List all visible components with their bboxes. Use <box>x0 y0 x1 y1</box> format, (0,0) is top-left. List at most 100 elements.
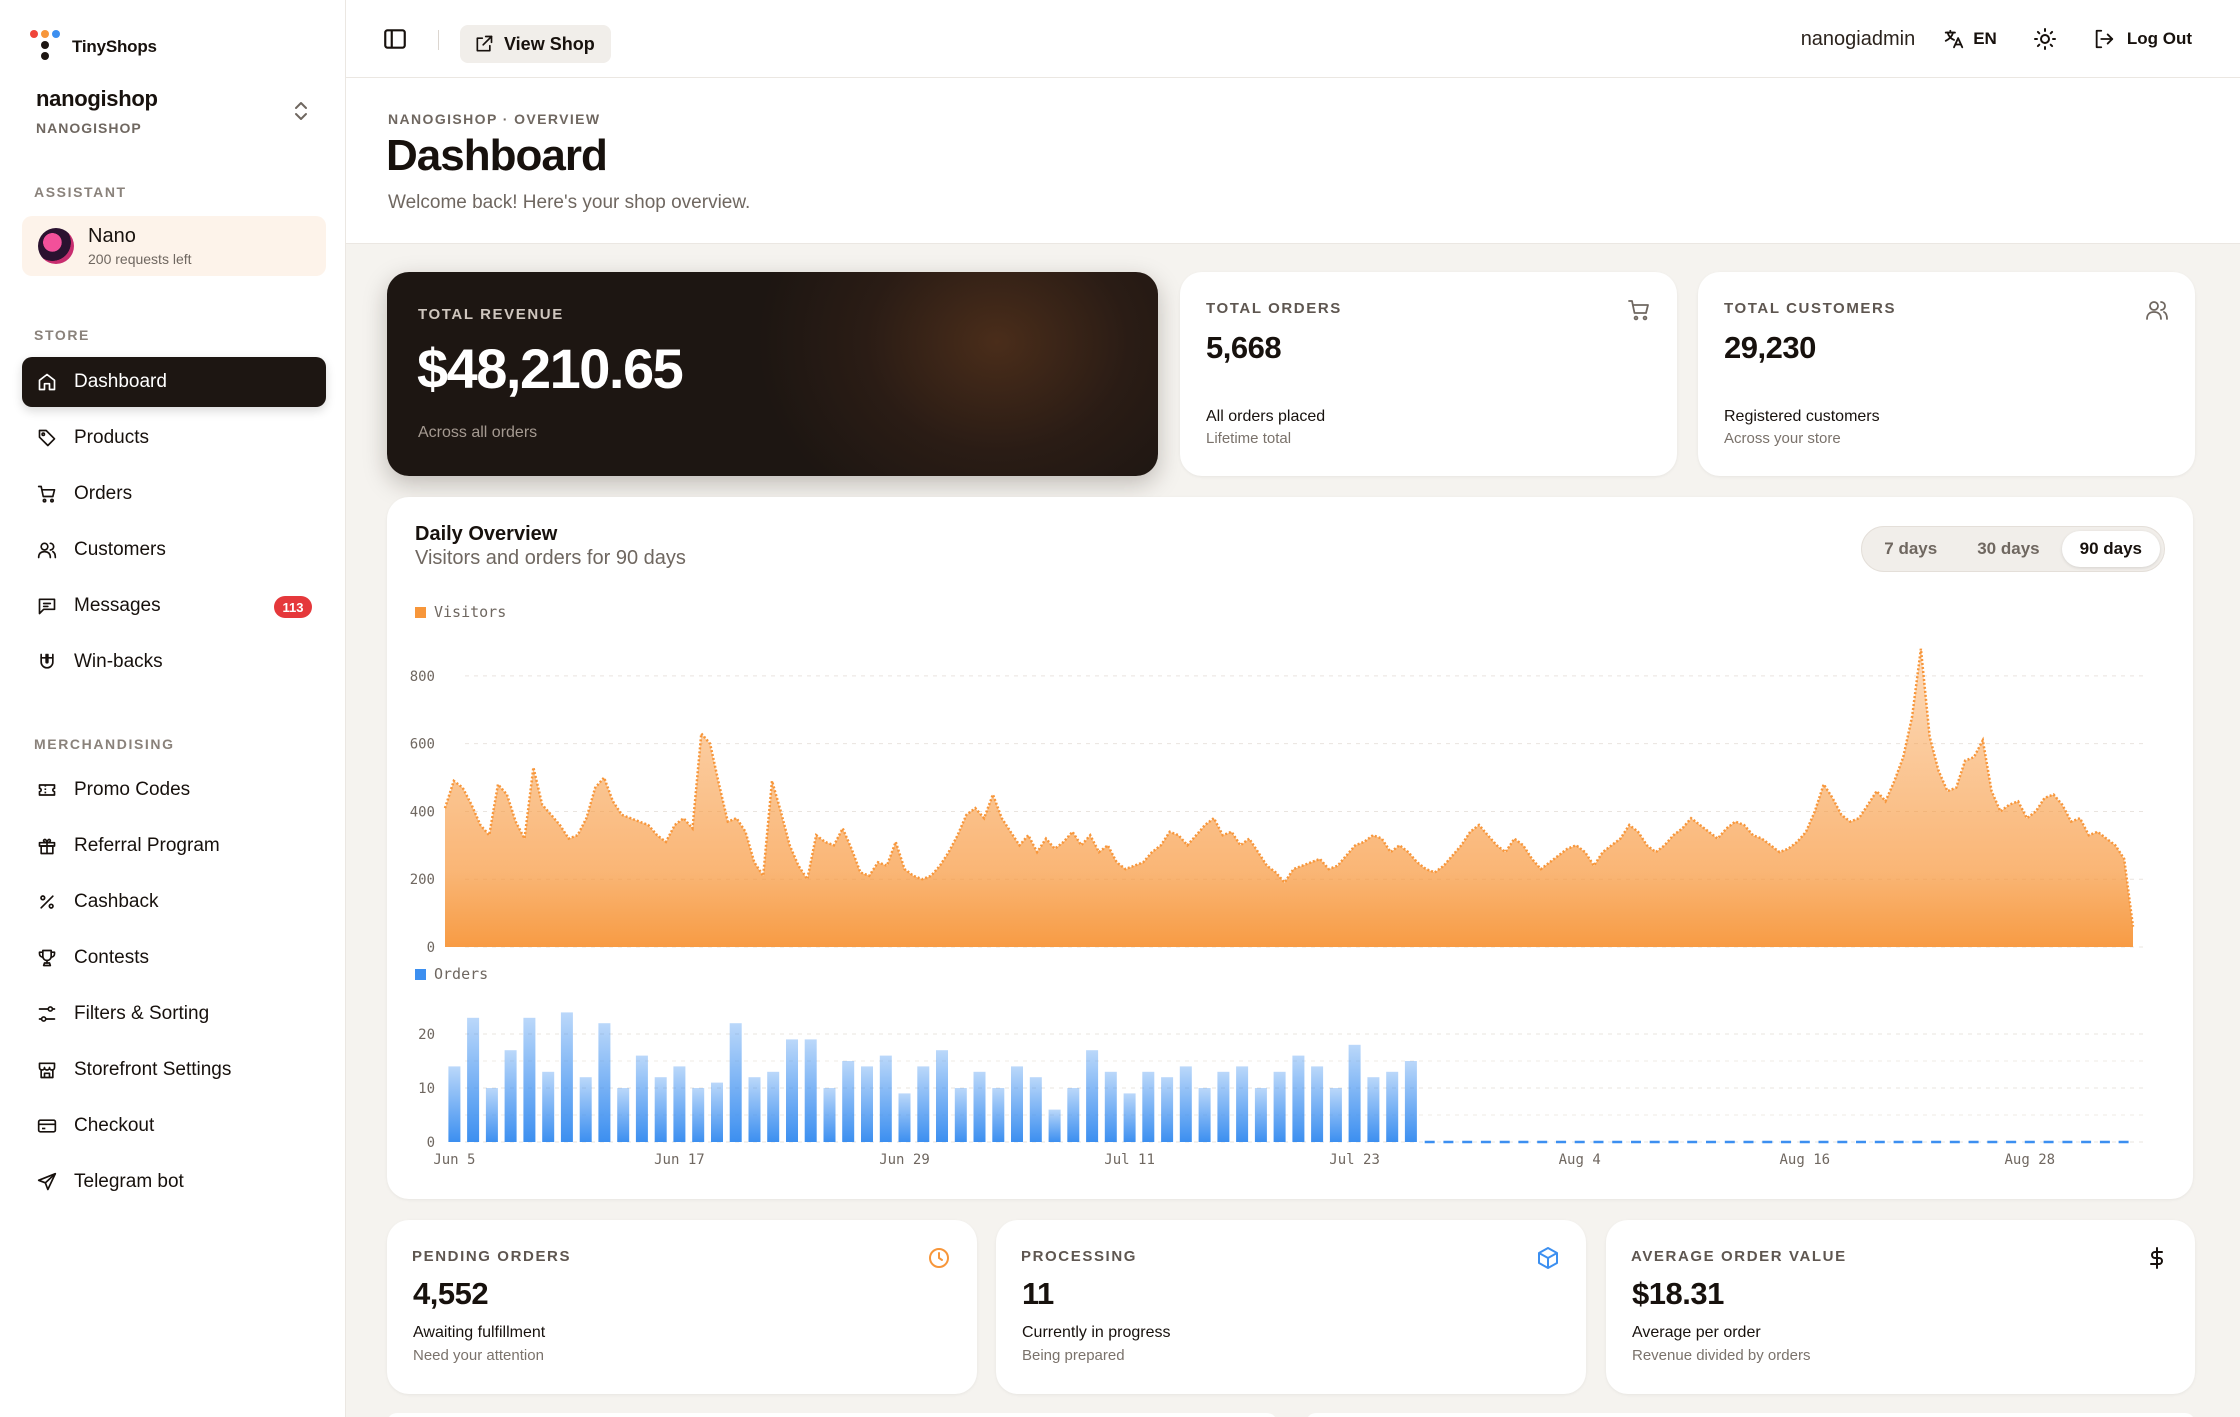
page-title: Dashboard <box>386 131 608 180</box>
visitors-legend-label: Visitors <box>434 603 506 621</box>
sidebar-item-customers[interactable]: Customers <box>22 525 326 575</box>
orders-bar <box>692 1088 705 1142</box>
visitors-y-tick: 800 <box>410 669 435 685</box>
orders-bar <box>861 1066 873 1142</box>
range-selector: 7 days 30 days 90 days <box>1861 526 2165 572</box>
shop-switcher[interactable]: nanogishop NANOGISHOP <box>36 86 312 138</box>
chart-subtitle: Visitors and orders for 90 days <box>415 547 686 569</box>
sidebar-item-cashback[interactable]: Cashback <box>22 877 326 927</box>
sidebar-item-label: Customers <box>74 539 166 560</box>
orders-bar <box>1292 1055 1305 1142</box>
logout-button[interactable]: Log Out <box>2093 28 2192 50</box>
orders-bar <box>748 1077 761 1142</box>
orders-bar <box>842 1061 855 1142</box>
x-axis-tick: Jun 5 <box>433 1152 475 1168</box>
orders-bar <box>467 1017 480 1142</box>
assistant-card[interactable]: Nano 200 requests left <box>22 216 326 276</box>
orders-bar <box>729 1023 742 1142</box>
messages-count-badge: 113 <box>274 596 312 618</box>
next-card-peek <box>1306 1413 2195 1417</box>
trophy-icon <box>36 947 58 969</box>
merchandising-section-label: MERCHANDISING <box>34 736 175 752</box>
sidebar-item-label: Orders <box>74 483 133 504</box>
percent-icon <box>36 891 58 913</box>
package-icon <box>1538 1247 1558 1269</box>
sidebar: TinyShops nanogishop NANOGISHOP ASSISTAN… <box>0 0 346 1417</box>
sidebar-item-contests[interactable]: Contests <box>22 933 326 983</box>
orders-bar <box>579 1077 592 1142</box>
sidebar-item-telegram-bot[interactable]: Telegram bot <box>22 1157 326 1207</box>
orders-bar <box>654 1077 667 1142</box>
orders-legend-swatch <box>415 969 426 980</box>
sidebar-item-win-backs[interactable]: Win-backs <box>22 637 326 687</box>
shop-name: nanogishop <box>36 86 158 111</box>
sidebar-item-label: Dashboard <box>74 371 167 392</box>
orders-bar <box>542 1071 555 1142</box>
orders-bar <box>954 1088 967 1142</box>
revenue-sub: Across all orders <box>418 424 538 441</box>
orders-bar <box>1179 1066 1192 1142</box>
store-icon <box>36 1059 58 1081</box>
sidebar-item-storefront-settings[interactable]: Storefront Settings <box>22 1045 326 1095</box>
sidebar-item-filters-sorting[interactable]: Filters & Sorting <box>22 989 326 1039</box>
view-shop-button[interactable]: View Shop <box>460 25 611 63</box>
sidebar-item-dashboard[interactable]: Dashboard <box>22 357 326 407</box>
processing-card: PROCESSING 11 Currently in progress Bein… <box>996 1220 1586 1394</box>
aov-sub: Average per order <box>1632 1324 1761 1341</box>
logout-label: Log Out <box>2126 29 2192 48</box>
sidebar-item-label: Telegram bot <box>74 1171 184 1192</box>
logo-icon <box>30 30 60 64</box>
revenue-value: $48,210.65 <box>417 337 684 400</box>
sidebar-item-promo-codes[interactable]: Promo Codes <box>22 765 326 815</box>
card-label: AVERAGE ORDER VALUE <box>1631 1248 1847 1265</box>
send-icon <box>36 1171 58 1193</box>
orders-y-tick: 20 <box>418 1027 435 1043</box>
cart-icon <box>1628 300 1649 321</box>
sidebar-item-label: Win-backs <box>74 651 163 672</box>
orders-bar <box>879 1055 892 1142</box>
chart-title: Daily Overview <box>415 523 558 545</box>
x-axis-tick: Jul 11 <box>1104 1152 1155 1168</box>
sidebar-item-checkout[interactable]: Checkout <box>22 1101 326 1151</box>
gift-icon <box>36 835 58 857</box>
card-label: PROCESSING <box>1021 1248 1138 1265</box>
sidebar-item-label: Storefront Settings <box>74 1059 232 1080</box>
language-switcher[interactable]: EN <box>1943 28 1997 50</box>
orders-bar <box>1404 1061 1417 1142</box>
orders-bar <box>1011 1066 1023 1142</box>
visitors-y-tick: 600 <box>410 737 435 753</box>
range-30-days[interactable]: 30 days <box>1977 539 2040 558</box>
orders-bar <box>786 1039 798 1142</box>
orders-sub-2: Lifetime total <box>1206 430 1292 447</box>
sidebar-item-referral-program[interactable]: Referral Program <box>22 821 326 871</box>
pending-sub-2: Need your attention <box>413 1347 544 1364</box>
orders-bar <box>1367 1077 1380 1142</box>
sidebar-item-orders[interactable]: Orders <box>22 469 326 519</box>
sidebar-toggle-icon[interactable] <box>382 26 408 52</box>
translate-icon <box>1945 29 1964 49</box>
magnet-icon <box>36 651 58 673</box>
x-axis-tick: Jul 23 <box>1329 1152 1380 1168</box>
sidebar-item-messages[interactable]: Messages 113 <box>22 581 326 631</box>
assistant-requests: 200 requests left <box>88 251 192 267</box>
orders-bar <box>1329 1088 1342 1142</box>
sidebar-item-label: Promo Codes <box>74 779 191 800</box>
ticket-icon <box>36 779 58 801</box>
aov-value: $18.31 <box>1632 1276 1724 1311</box>
shop-handle: NANOGISHOP <box>36 120 142 136</box>
store-section-label: STORE <box>34 327 90 343</box>
card-label: TOTAL ORDERS <box>1206 300 1342 317</box>
sidebar-item-label: Contests <box>74 947 149 968</box>
x-axis-tick: Jun 29 <box>879 1152 930 1168</box>
orders-bar <box>804 1039 817 1142</box>
users-icon <box>36 539 58 561</box>
external-link-icon <box>476 35 493 52</box>
brand[interactable]: TinyShops <box>30 30 157 64</box>
sun-icon[interactable] <box>2033 27 2057 51</box>
range-90-days[interactable]: 90 days <box>2061 531 2160 567</box>
range-7-days[interactable]: 7 days <box>1884 539 1938 558</box>
visitors-legend-swatch <box>415 607 426 618</box>
orders-bar <box>1048 1109 1061 1142</box>
sidebar-item-products[interactable]: Products <box>22 413 326 463</box>
home-icon <box>36 371 58 393</box>
